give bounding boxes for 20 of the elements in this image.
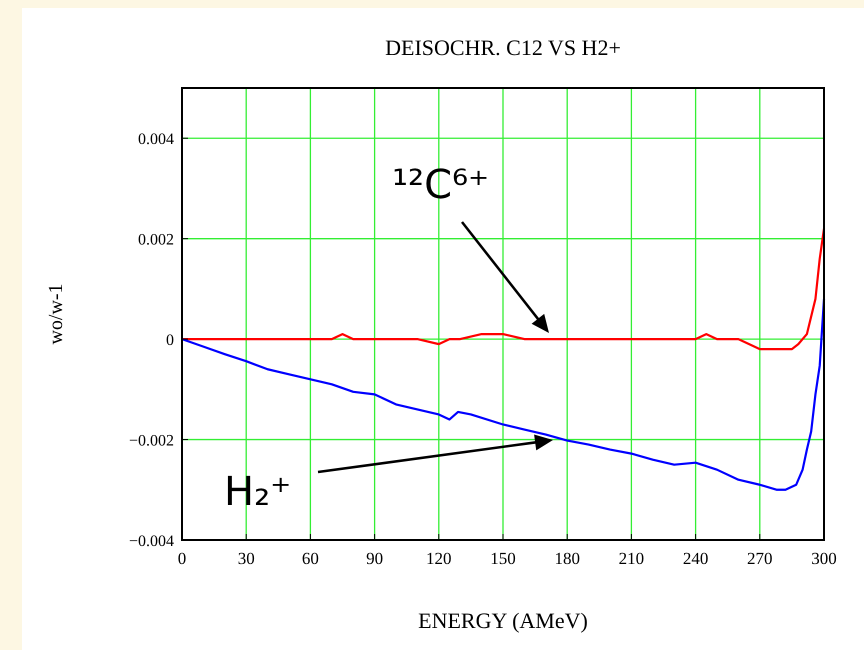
x-tick-label: 0 — [178, 549, 186, 568]
y-tick-label: −0.002 — [128, 432, 174, 450]
x-tick-label: 210 — [618, 549, 644, 568]
y-tick-label: 0.002 — [138, 232, 174, 249]
x-tick-label: 270 — [747, 549, 773, 568]
y-tick-label: 0.004 — [138, 131, 174, 148]
x-axis-title: ENERGY (AMeV) — [418, 608, 588, 633]
y-axis-title: wo/w-1 — [45, 283, 67, 345]
y-tick-label: −0.004 — [128, 533, 174, 550]
y-tick-label: 0 — [166, 332, 174, 350]
line-series — [180, 228, 826, 350]
x-tick-label: 60 — [302, 549, 319, 568]
x-tick-label: 30 — [238, 549, 255, 568]
x-tick-label: 150 — [490, 549, 516, 568]
x-tick-label: 90 — [366, 549, 384, 568]
x-tick-label: 120 — [426, 549, 452, 568]
x-tick-label: 300 — [811, 549, 837, 568]
x-tick-label: 240 — [682, 549, 708, 568]
x-tick-label: 180 — [554, 549, 580, 568]
chart-title: DEISOCHR. C12 VS H2+ — [385, 35, 621, 60]
